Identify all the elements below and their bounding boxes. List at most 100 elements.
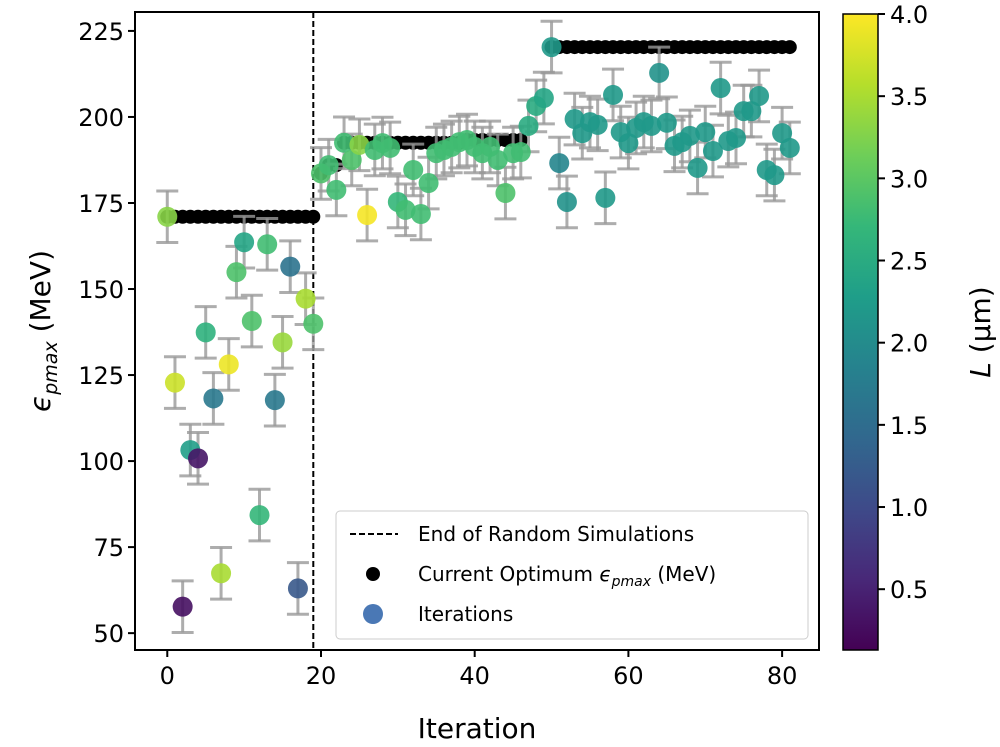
iteration-point [533, 88, 554, 109]
y-axis: 50 75 100 125 150 175 200 225 [78, 18, 135, 648]
x-tick-label: 0 [160, 662, 175, 690]
legend-optimum-symbol: ϵ [599, 562, 611, 586]
iteration-point [264, 390, 285, 411]
iteration-point [318, 155, 339, 176]
legend: End of Random Simulations Current Optimu… [335, 510, 809, 640]
legend-optimum-suffix: (MeV) [651, 562, 716, 586]
colorbar-tick-label: 1.5 [890, 412, 928, 440]
legend-optimum-subscript: pmax [611, 574, 652, 590]
iteration-point [410, 203, 431, 224]
colorbar [842, 13, 879, 651]
iteration-point [679, 125, 700, 146]
iteration-point [157, 206, 178, 227]
iteration-point [418, 173, 439, 194]
iteration-point [595, 187, 616, 208]
iteration-point [241, 311, 262, 332]
colorbar-label: L (μm) [964, 286, 997, 377]
iteration-point [395, 199, 416, 220]
iteration-point [249, 505, 270, 526]
legend-iterations-label: Iterations [418, 602, 513, 626]
iteration-point [587, 114, 608, 135]
y-tick-label: 225 [78, 18, 124, 46]
optimum-point [306, 209, 321, 224]
iteration-point [541, 37, 562, 58]
iteration-point [510, 142, 531, 163]
legend-iterations-swatch [363, 604, 383, 624]
iteration-point [349, 134, 370, 155]
iteration-point [687, 157, 708, 178]
y-tick-label: 175 [78, 190, 124, 218]
colorbar-tick-label: 2.5 [890, 248, 928, 276]
iteration-point [495, 183, 516, 204]
iteration-point [487, 149, 508, 170]
iteration-point [257, 234, 278, 255]
iteration-point [203, 388, 224, 409]
iteration-point [172, 596, 193, 617]
iteration-point [556, 191, 577, 212]
plot-frame [134, 11, 820, 651]
y-tick-label: 150 [78, 276, 124, 304]
x-axis-label: Iteration [418, 712, 537, 745]
iteration-point [164, 372, 185, 393]
iteration-point [287, 578, 308, 599]
iteration-point [303, 313, 324, 334]
iteration-point [603, 84, 624, 105]
optimum-point [782, 40, 797, 55]
iteration-point [702, 141, 723, 162]
iteration-point [656, 112, 677, 133]
iteration-point [749, 85, 770, 106]
iteration-point [403, 159, 424, 180]
colorbar-tick-label: 2.0 [890, 330, 928, 358]
x-tick-label: 40 [459, 662, 490, 690]
iteration-point [188, 448, 209, 469]
y-axis-label: ϵpmax (MeV) [24, 250, 62, 412]
iteration-point [272, 332, 293, 353]
x-tick-label: 80 [767, 662, 798, 690]
colorbar-tick-label: 1.0 [890, 494, 928, 522]
colorbar-tick-label: 0.5 [890, 576, 928, 604]
y-tick-label: 75 [93, 534, 124, 562]
iteration-point [641, 115, 662, 136]
iteration-point [234, 232, 255, 253]
x-axis: 0 20 40 60 80 [160, 650, 798, 690]
iteration-point [710, 78, 731, 99]
colorbar-tick-label: 4.0 [890, 1, 928, 29]
iteration-point [226, 262, 247, 283]
y-label-subscript: pmax [40, 341, 62, 396]
legend-optimum-swatch [366, 567, 380, 581]
x-tick-label: 20 [306, 662, 337, 690]
iteration-point [295, 288, 316, 309]
colorbar-tick-label: 3.0 [890, 165, 928, 193]
iteration-point [772, 123, 793, 144]
y-tick-label: 200 [78, 104, 124, 132]
iteration-point [618, 133, 639, 154]
iteration-point [357, 205, 378, 226]
iteration-point [649, 62, 670, 83]
colorbar-label-unit: (μm) [964, 286, 997, 362]
iteration-point [280, 256, 301, 277]
y-label-symbol: ϵ [24, 395, 57, 412]
y-tick-label: 100 [78, 448, 124, 476]
iteration-point [341, 149, 362, 170]
iteration-point [218, 354, 239, 375]
iteration-point [211, 563, 232, 584]
iteration-point [779, 137, 800, 158]
iteration-point [518, 115, 539, 136]
colorbar-ticks: 0.5 1.0 1.5 2.0 2.5 3.0 3.5 4.0 [878, 1, 928, 604]
colorbar-label-symbol: L [964, 362, 997, 378]
iteration-point [195, 322, 216, 343]
legend-optimum-prefix: Current Optimum [418, 562, 599, 586]
iteration-point [764, 165, 785, 186]
iteration-point [549, 153, 570, 174]
iteration-point [326, 179, 347, 200]
legend-box [335, 510, 809, 640]
y-tick-label: 125 [78, 362, 124, 390]
legend-optimum-label: Current Optimum ϵpmax (MeV) [418, 562, 716, 590]
y-tick-label: 50 [93, 620, 124, 648]
iteration-point [334, 132, 355, 153]
iteration-point [695, 122, 716, 143]
plot-marks [156, 12, 801, 650]
colorbar-tick-label: 3.5 [890, 83, 928, 111]
iteration-point [741, 101, 762, 122]
